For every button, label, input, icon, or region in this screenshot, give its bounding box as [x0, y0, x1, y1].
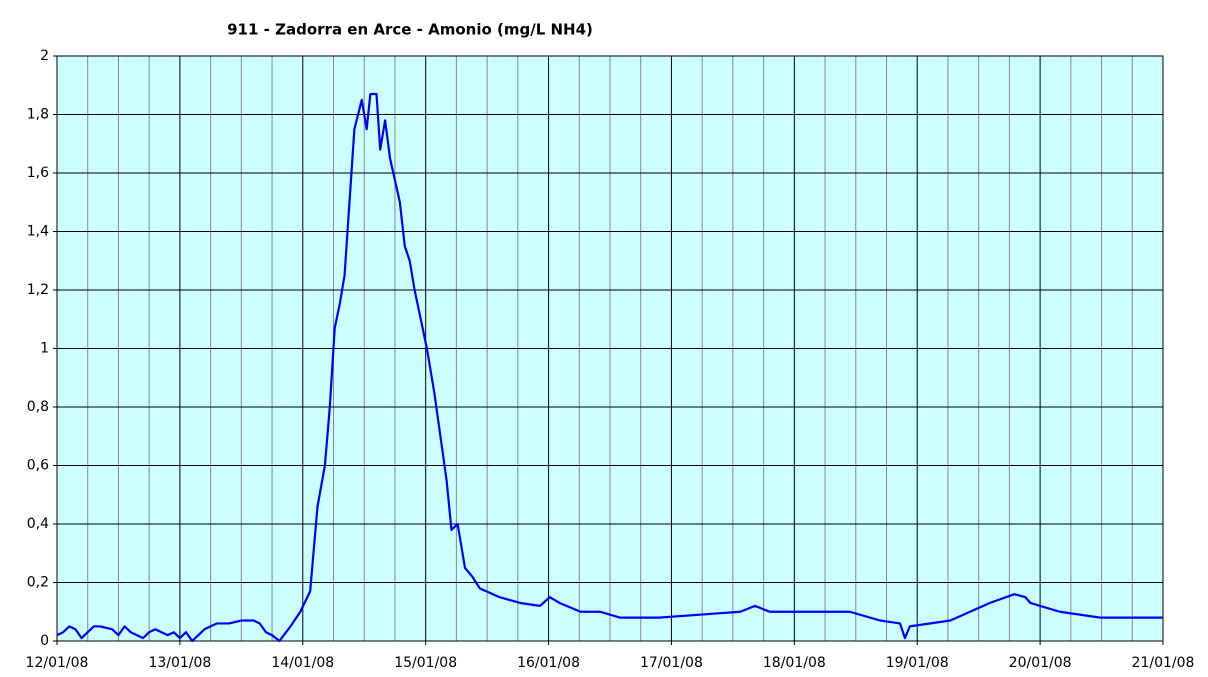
x-tick-label: 14/01/08 [271, 655, 334, 671]
x-tick-label: 16/01/08 [517, 655, 580, 671]
chart-title: 911 - Zadorra en Arce - Amonio (mg/L NH4… [227, 21, 593, 39]
plot-border [56, 55, 1164, 642]
x-tick-label: 19/01/08 [886, 655, 949, 671]
x-tick-label: 12/01/08 [26, 655, 89, 671]
y-tick-label: 1 [40, 341, 49, 357]
y-tick-label: 1,2 [27, 282, 49, 298]
x-tick-label: 18/01/08 [763, 655, 826, 671]
y-tick-label: 2 [40, 48, 49, 64]
y-tick-label: 1,4 [27, 224, 49, 240]
x-tick-label: 15/01/08 [394, 655, 457, 671]
x-tick-label: 17/01/08 [640, 655, 703, 671]
x-tick-label: 20/01/08 [1009, 655, 1072, 671]
x-tick-label: 21/01/08 [1132, 655, 1195, 671]
y-tick-label: 0,2 [27, 575, 49, 591]
y-tick-label: 0,8 [27, 399, 49, 415]
y-tick-label: 1,8 [27, 107, 49, 123]
x-tick-label: 13/01/08 [148, 655, 211, 671]
y-tick-label: 0,6 [27, 458, 49, 474]
y-tick-label: 0 [40, 633, 49, 649]
data-line [56, 92, 1163, 643]
y-tick-label: 0,4 [27, 516, 49, 532]
y-tick-label: 1,6 [27, 165, 49, 181]
